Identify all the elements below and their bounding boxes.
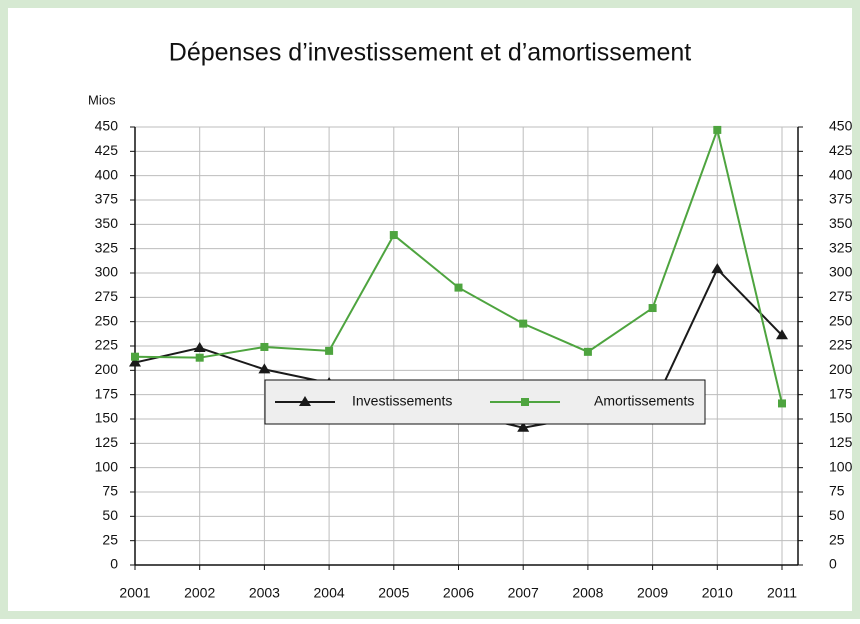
data-point (517, 421, 530, 432)
y-tick-label: 150 (95, 410, 119, 426)
y2-tick-label: 325 (829, 239, 853, 255)
data-point (519, 319, 528, 328)
y2-tick-label: 225 (829, 337, 853, 353)
legend-label: Investissements (352, 393, 452, 409)
panel (8, 8, 852, 611)
y-tick-label: 225 (95, 337, 119, 353)
y2-tick-label: 275 (829, 288, 853, 304)
data-point (389, 231, 398, 240)
x-tick-label: 2007 (508, 585, 539, 601)
y-tick-label: 100 (95, 458, 119, 474)
chart-title: Dépenses d’investissement et d’amortisse… (169, 39, 692, 67)
y-tick-label: 75 (102, 483, 118, 499)
y-tick-label: 275 (95, 288, 119, 304)
y-tick-label: 50 (102, 507, 118, 523)
y2-tick-label: 350 (829, 215, 853, 231)
data-point (713, 125, 722, 134)
y-tick-label: 250 (95, 312, 119, 328)
x-tick-label: 2003 (249, 585, 280, 601)
legend-marker (521, 398, 529, 406)
data-point (778, 399, 786, 408)
data-point (454, 283, 463, 292)
y2-tick-label: 150 (829, 410, 853, 426)
y2-tick-label: 450 (829, 118, 853, 134)
legend-marker (299, 396, 311, 406)
x-tick-label: 2010 (702, 585, 733, 601)
legend-box (264, 379, 706, 425)
y2-tick-label: 50 (829, 507, 845, 523)
x-tick-label: 2005 (378, 585, 409, 601)
y-tick-label: 175 (95, 385, 119, 401)
y-tick-label: 375 (95, 191, 119, 207)
y2-tick-label: 300 (829, 264, 853, 280)
x-tick-label: 2001 (119, 585, 150, 601)
x-tick-label: 2002 (184, 585, 215, 601)
y-tick-label: 350 (95, 215, 119, 231)
y-tick-label: 450 (95, 118, 119, 134)
x-tick-label: 2004 (314, 585, 345, 601)
y2-tick-label: 200 (829, 361, 853, 377)
data-point (129, 356, 141, 367)
data-point (260, 342, 269, 351)
y-tick-label: 300 (95, 264, 119, 280)
x-tick-label: 2008 (572, 585, 603, 601)
y-tick-label: 200 (95, 361, 119, 377)
x-tick-label: 2009 (637, 585, 668, 601)
y2-tick-label: 100 (829, 458, 853, 474)
data-point (131, 352, 139, 361)
data-point (325, 346, 334, 355)
data-point (193, 341, 206, 352)
data-point (711, 263, 724, 274)
y-tick-label: 425 (95, 142, 119, 158)
y-tick-label: 0 (110, 556, 118, 572)
y2-tick-label: 175 (829, 385, 853, 401)
y2-tick-label: 0 (829, 556, 837, 572)
y-tick-label: 25 (102, 531, 118, 547)
data-point (583, 347, 592, 356)
y2-tick-label: 425 (829, 142, 853, 158)
y-tick-label: 325 (95, 239, 119, 255)
data-point (776, 329, 788, 340)
x-tick-label: 2011 (767, 585, 797, 601)
y-tick-label: 400 (95, 166, 119, 182)
y2-tick-label: 375 (829, 191, 853, 207)
data-point (648, 304, 657, 313)
legend-label: Amortissements (594, 393, 694, 409)
x-tick-label: 2006 (443, 585, 474, 601)
data-point (258, 363, 271, 374)
y2-tick-label: 250 (829, 312, 853, 328)
y2-tick-label: 75 (829, 483, 845, 499)
y2-tick-label: 125 (829, 434, 853, 450)
y-tick-label: 125 (95, 434, 119, 450)
data-point (195, 353, 204, 362)
y2-tick-label: 25 (829, 531, 845, 547)
y-axis-label: Mios (88, 92, 116, 107)
y2-tick-label: 400 (829, 166, 853, 182)
